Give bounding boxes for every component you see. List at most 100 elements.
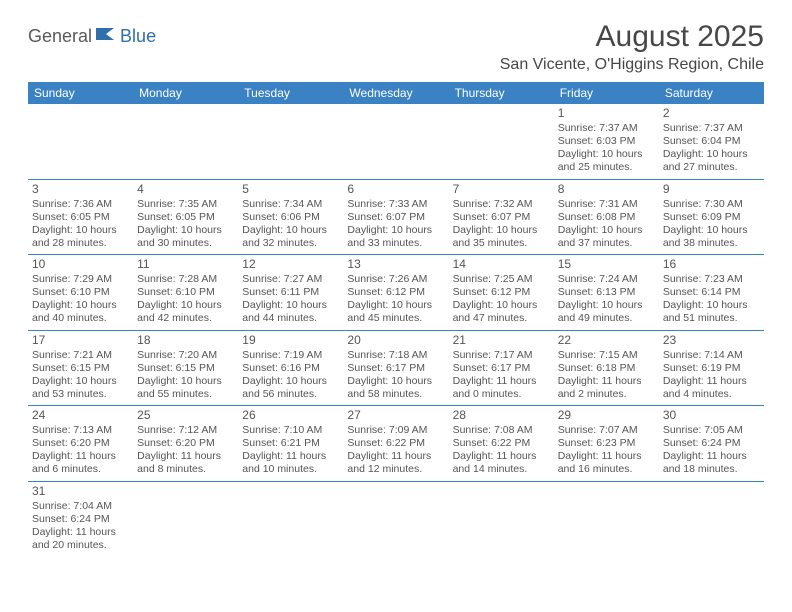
sunrise-text: Sunrise: 7:07 AM	[558, 424, 655, 437]
daylight-text: Daylight: 11 hours	[137, 450, 234, 463]
calendar-cell	[133, 104, 238, 179]
daylight-text: and 6 minutes.	[32, 463, 129, 476]
sunset-text: Sunset: 6:20 PM	[137, 437, 234, 450]
daylight-text: and 25 minutes.	[558, 161, 655, 174]
calendar-cell: 13Sunrise: 7:26 AMSunset: 6:12 PMDayligh…	[343, 255, 448, 331]
page-title: August 2025	[500, 20, 764, 54]
sunset-text: Sunset: 6:05 PM	[32, 211, 129, 224]
daylight-text: and 20 minutes.	[32, 539, 129, 552]
daylight-text: and 30 minutes.	[137, 237, 234, 250]
daylight-text: and 27 minutes.	[663, 161, 760, 174]
day-number: 15	[558, 257, 655, 272]
daylight-text: and 37 minutes.	[558, 237, 655, 250]
sunrise-text: Sunrise: 7:28 AM	[137, 273, 234, 286]
day-number: 6	[347, 182, 444, 197]
sunset-text: Sunset: 6:23 PM	[558, 437, 655, 450]
daylight-text: and 33 minutes.	[347, 237, 444, 250]
sunrise-text: Sunrise: 7:20 AM	[137, 349, 234, 362]
sunrise-text: Sunrise: 7:37 AM	[663, 122, 760, 135]
sunrise-text: Sunrise: 7:09 AM	[347, 424, 444, 437]
dayheader: Wednesday	[343, 82, 448, 104]
sunset-text: Sunset: 6:04 PM	[663, 135, 760, 148]
sunrise-text: Sunrise: 7:21 AM	[32, 349, 129, 362]
calendar-cell	[343, 481, 448, 556]
sunrise-text: Sunrise: 7:23 AM	[663, 273, 760, 286]
sunrise-text: Sunrise: 7:08 AM	[453, 424, 550, 437]
sunset-text: Sunset: 6:17 PM	[453, 362, 550, 375]
day-number: 20	[347, 333, 444, 348]
daylight-text: Daylight: 11 hours	[32, 526, 129, 539]
day-number: 29	[558, 408, 655, 423]
dayheader: Saturday	[659, 82, 764, 104]
daylight-text: Daylight: 10 hours	[347, 299, 444, 312]
sunset-text: Sunset: 6:12 PM	[347, 286, 444, 299]
sunset-text: Sunset: 6:15 PM	[32, 362, 129, 375]
sunset-text: Sunset: 6:24 PM	[663, 437, 760, 450]
sunrise-text: Sunrise: 7:19 AM	[242, 349, 339, 362]
daylight-text: and 18 minutes.	[663, 463, 760, 476]
sunrise-text: Sunrise: 7:26 AM	[347, 273, 444, 286]
daylight-text: Daylight: 10 hours	[453, 299, 550, 312]
sunrise-text: Sunrise: 7:33 AM	[347, 198, 444, 211]
dayheader: Monday	[133, 82, 238, 104]
sunrise-text: Sunrise: 7:13 AM	[32, 424, 129, 437]
day-number: 13	[347, 257, 444, 272]
sunset-text: Sunset: 6:22 PM	[347, 437, 444, 450]
daylight-text: and 55 minutes.	[137, 388, 234, 401]
daylight-text: Daylight: 11 hours	[242, 450, 339, 463]
day-number: 8	[558, 182, 655, 197]
sunset-text: Sunset: 6:16 PM	[242, 362, 339, 375]
daylight-text: Daylight: 10 hours	[242, 375, 339, 388]
calendar-cell	[238, 104, 343, 179]
sunset-text: Sunset: 6:14 PM	[663, 286, 760, 299]
daylight-text: and 47 minutes.	[453, 312, 550, 325]
day-number: 4	[137, 182, 234, 197]
sunset-text: Sunset: 6:07 PM	[347, 211, 444, 224]
daylight-text: Daylight: 10 hours	[137, 375, 234, 388]
logo-text-general: General	[28, 26, 92, 47]
location-subtitle: San Vicente, O'Higgins Region, Chile	[500, 56, 764, 74]
daylight-text: and 49 minutes.	[558, 312, 655, 325]
calendar-cell: 4Sunrise: 7:35 AMSunset: 6:05 PMDaylight…	[133, 179, 238, 255]
calendar-cell: 15Sunrise: 7:24 AMSunset: 6:13 PMDayligh…	[554, 255, 659, 331]
daylight-text: Daylight: 10 hours	[242, 299, 339, 312]
daylight-text: and 58 minutes.	[347, 388, 444, 401]
daylight-text: Daylight: 10 hours	[453, 224, 550, 237]
sunset-text: Sunset: 6:08 PM	[558, 211, 655, 224]
daylight-text: and 2 minutes.	[558, 388, 655, 401]
flag-icon	[96, 26, 118, 47]
sunrise-text: Sunrise: 7:36 AM	[32, 198, 129, 211]
sunrise-text: Sunrise: 7:37 AM	[558, 122, 655, 135]
day-number: 11	[137, 257, 234, 272]
sunset-text: Sunset: 6:11 PM	[242, 286, 339, 299]
calendar-body: 1Sunrise: 7:37 AMSunset: 6:03 PMDaylight…	[28, 104, 764, 556]
daylight-text: Daylight: 10 hours	[558, 299, 655, 312]
title-block: August 2025 San Vicente, O'Higgins Regio…	[500, 20, 764, 74]
sunset-text: Sunset: 6:18 PM	[558, 362, 655, 375]
daylight-text: Daylight: 11 hours	[663, 450, 760, 463]
daylight-text: Daylight: 10 hours	[558, 148, 655, 161]
calendar-cell: 12Sunrise: 7:27 AMSunset: 6:11 PMDayligh…	[238, 255, 343, 331]
day-number: 12	[242, 257, 339, 272]
sunset-text: Sunset: 6:10 PM	[32, 286, 129, 299]
calendar-cell: 21Sunrise: 7:17 AMSunset: 6:17 PMDayligh…	[449, 330, 554, 406]
daylight-text: and 4 minutes.	[663, 388, 760, 401]
calendar-cell: 9Sunrise: 7:30 AMSunset: 6:09 PMDaylight…	[659, 179, 764, 255]
sunrise-text: Sunrise: 7:34 AM	[242, 198, 339, 211]
calendar-cell: 1Sunrise: 7:37 AMSunset: 6:03 PMDaylight…	[554, 104, 659, 179]
sunset-text: Sunset: 6:24 PM	[32, 513, 129, 526]
dayheader: Thursday	[449, 82, 554, 104]
sunrise-text: Sunrise: 7:15 AM	[558, 349, 655, 362]
day-number: 2	[663, 106, 760, 121]
calendar-cell	[133, 481, 238, 556]
daylight-text: and 14 minutes.	[453, 463, 550, 476]
calendar-cell: 19Sunrise: 7:19 AMSunset: 6:16 PMDayligh…	[238, 330, 343, 406]
sunrise-text: Sunrise: 7:14 AM	[663, 349, 760, 362]
daylight-text: and 42 minutes.	[137, 312, 234, 325]
daylight-text: Daylight: 10 hours	[663, 148, 760, 161]
day-number: 22	[558, 333, 655, 348]
calendar-cell	[659, 481, 764, 556]
daylight-text: and 56 minutes.	[242, 388, 339, 401]
logo: General Blue	[28, 26, 156, 47]
daylight-text: Daylight: 10 hours	[558, 224, 655, 237]
